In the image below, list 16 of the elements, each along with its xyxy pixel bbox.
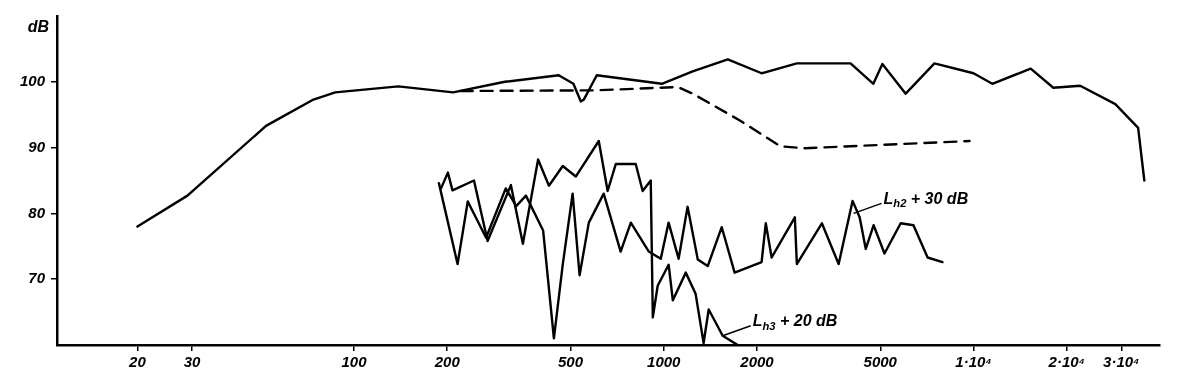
x-tick-label: 2·10⁴ bbox=[1047, 353, 1085, 371]
x-tick-label: 30 bbox=[183, 353, 201, 371]
y-tick-label: 100 bbox=[20, 71, 46, 89]
x-tick-label: 100 bbox=[341, 353, 368, 371]
y-axis-title: dB bbox=[27, 18, 50, 36]
x-tick-label: 1000 bbox=[647, 353, 682, 371]
y-tick-label: 90 bbox=[28, 137, 46, 155]
x-tick-label: 1·10⁴ bbox=[955, 353, 992, 371]
x-tick-label: 3·10⁴ bbox=[1103, 353, 1140, 371]
x-tick-label: 200 bbox=[433, 353, 461, 371]
x-tick-label: 5000 bbox=[863, 353, 898, 371]
x-tick-label: 20 bbox=[128, 353, 147, 371]
x-tick-label: 500 bbox=[557, 353, 584, 371]
y-tick-label: 80 bbox=[28, 203, 46, 221]
y-tick-label: 70 bbox=[28, 269, 46, 287]
x-tick-label: 2000 bbox=[739, 353, 775, 371]
